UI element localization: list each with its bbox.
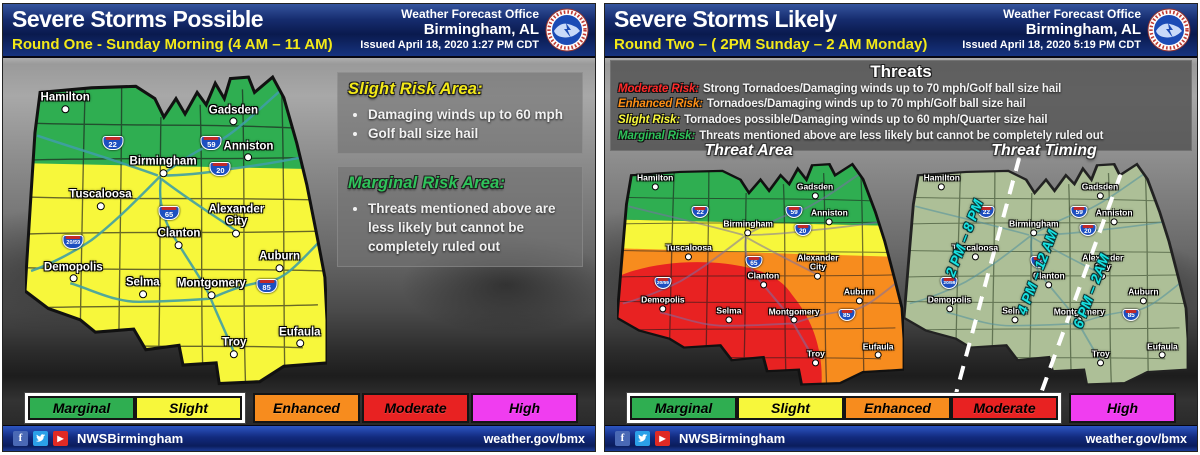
threat-area-map: Hamilton Gadsden Anniston Birmingham Tuscalo… xyxy=(617,162,904,392)
risk-category-legend: Marginal Slight Enhanced Moderate High xyxy=(627,393,1176,423)
panel-header: Severe Storms Possible Round One - Sunda… xyxy=(3,4,595,58)
interstate-shield-85: 85 xyxy=(1122,308,1140,321)
issued-timestamp: Issued April 18, 2020 5:19 PM CDT xyxy=(962,38,1141,51)
slight-risk-box: Slight Risk Area: Damaging winds up to 6… xyxy=(337,72,583,154)
panel-round-one: Severe Storms Possible Round One - Sunda… xyxy=(2,3,596,452)
risk-label: Moderate Risk: xyxy=(618,82,700,95)
interstate-shield-20: 20 xyxy=(209,162,231,177)
legend-swatch-slight: Slight xyxy=(135,396,242,420)
panel-footer: f ▶ NWSBirmingham weather.gov/bmx xyxy=(3,425,595,451)
facebook-icon: f xyxy=(13,431,28,446)
twitter-icon xyxy=(33,431,48,446)
risk-description: Tornadoes/Damaging winds up to 70 mph/Go… xyxy=(706,98,1026,111)
legend-active-group: Marginal Slight xyxy=(25,393,245,423)
panel-header: Severe Storms Likely Round Two – ( 2PM S… xyxy=(605,4,1197,58)
marginal-risk-title: Marginal Risk Area: xyxy=(348,174,506,192)
threat-row-moderate: Moderate Risk: Strong Tornadoes/Damaging … xyxy=(618,82,1184,98)
risk-description: Tornadoes possible/Damaging winds up to … xyxy=(684,114,1048,127)
threat-row-enhanced: Enhanced Risk: Tornadoes/Damaging winds u… xyxy=(618,97,1184,113)
interstate-shield-20: 20 xyxy=(1079,224,1097,237)
round-subtitle: Round One - Sunday Morning (4 AM – 11 AM… xyxy=(12,36,333,53)
risk-map-round-one: Hamilton Gadsden Anniston Birmingham Tuscalo… xyxy=(25,74,327,394)
interstate-shield-20-59: 20/59 xyxy=(940,276,958,289)
office-city: Birmingham, AL xyxy=(1025,21,1141,39)
legend-swatch-slight: Slight xyxy=(737,396,844,420)
interstate-shield-22: 22 xyxy=(691,205,709,218)
twitter-icon xyxy=(635,431,650,446)
page-title: Severe Storms Possible xyxy=(12,6,264,32)
youtube-icon: ▶ xyxy=(655,431,670,446)
office-city: Birmingham, AL xyxy=(423,21,539,39)
interstate-shield-59: 59 xyxy=(785,205,803,218)
threat-row-marginal: Marginal Risk: Threats mentioned above ar… xyxy=(618,129,1184,145)
office-name: Weather Forecast Office xyxy=(1003,7,1141,21)
interstate-shield-85: 85 xyxy=(256,279,278,294)
legend-swatch-marginal: Marginal xyxy=(630,396,737,420)
interstate-shield-22: 22 xyxy=(102,136,124,151)
nws-logo-icon xyxy=(1147,8,1191,52)
interstate-shield-59: 59 xyxy=(200,136,222,151)
risk-description: Threats mentioned above are less likely … xyxy=(699,130,1104,143)
legend-swatch-moderate: Moderate xyxy=(362,393,469,423)
threat-timing-title: Threat Timing xyxy=(991,142,1097,159)
interstate-shield-20-59: 20/59 xyxy=(62,235,84,250)
interstate-shield-85: 85 xyxy=(838,308,856,321)
threats-title: Threats xyxy=(870,62,932,81)
panel-body: Threats Moderate Risk: Strong Tornadoes/D… xyxy=(605,56,1197,425)
legend-swatch-enhanced: Enhanced xyxy=(844,396,951,420)
risk-label: Marginal Risk: xyxy=(618,130,696,143)
risk-label: Enhanced Risk: xyxy=(618,98,703,111)
interstate-shield-59: 59 xyxy=(1070,205,1088,218)
interstate-shield-22: 22 xyxy=(977,205,995,218)
legend-swatch-marginal: Marginal xyxy=(28,396,135,420)
bullet-item: Damaging winds up to 60 mph xyxy=(368,106,572,125)
bullet-item: Golf ball size hail xyxy=(368,125,572,144)
office-block: Weather Forecast Office Birmingham, AL I… xyxy=(962,7,1141,52)
bullet-item: Threats mentioned above are less likely … xyxy=(368,200,572,257)
legend-swatch-high: High xyxy=(1069,393,1176,423)
office-block: Weather Forecast Office Birmingham, AL I… xyxy=(360,7,539,52)
slight-risk-title: Slight Risk Area: xyxy=(348,80,483,98)
issued-timestamp: Issued April 18, 2020 1:27 PM CDT xyxy=(360,38,539,51)
legend-swatch-enhanced: Enhanced xyxy=(253,393,360,423)
youtube-icon: ▶ xyxy=(53,431,68,446)
website-url: weather.gov/bmx xyxy=(1085,431,1187,446)
website-url: weather.gov/bmx xyxy=(483,431,585,446)
legend-active-group: Marginal Slight Enhanced Moderate xyxy=(627,393,1061,423)
page-title: Severe Storms Likely xyxy=(614,6,837,32)
threat-row-slight: Slight Risk: Tornadoes possible/Damaging … xyxy=(618,113,1184,129)
interstate-shield-65: 65 xyxy=(158,206,180,221)
interstate-shield-20-59: 20/59 xyxy=(654,276,672,289)
interstate-shield-65: 65 xyxy=(745,256,763,269)
nws-logo-icon xyxy=(545,8,589,52)
panel-round-two: Severe Storms Likely Round Two – ( 2PM S… xyxy=(604,3,1198,452)
risk-description: Strong Tornadoes/Damaging winds up to 70… xyxy=(703,82,1062,95)
social-handle: NWSBirmingham xyxy=(679,431,786,446)
threats-summary-box: Threats Moderate Risk: Strong Tornadoes/D… xyxy=(610,60,1192,151)
panel-footer: f ▶ NWSBirmingham weather.gov/bmx xyxy=(605,425,1197,451)
legend-swatch-moderate: Moderate xyxy=(951,396,1058,420)
slight-risk-bullets: Damaging winds up to 60 mph Golf ball si… xyxy=(352,106,572,144)
interstate-shield-20: 20 xyxy=(794,224,812,237)
risk-label: Slight Risk: xyxy=(618,114,681,127)
legend-swatch-high: High xyxy=(471,393,578,423)
threat-area-title: Threat Area xyxy=(704,142,793,159)
marginal-risk-box: Marginal Risk Area: Threats mentioned ab… xyxy=(337,166,583,267)
round-subtitle: Round Two – ( 2PM Sunday – 2 AM Monday) xyxy=(614,36,928,53)
threat-timing-map: 2 PM – 8 PM 4 PM – 12 AM 6 PM – 2AM Hami… xyxy=(904,156,1188,407)
risk-category-legend: Marginal Slight Enhanced Moderate High xyxy=(25,393,578,423)
facebook-icon: f xyxy=(615,431,630,446)
social-handle: NWSBirmingham xyxy=(77,431,184,446)
office-name: Weather Forecast Office xyxy=(401,7,539,21)
panel-body: Hamilton Gadsden Anniston Birmingham Tuscalo… xyxy=(3,56,595,425)
interstate-shield-65: 65 xyxy=(1030,256,1048,269)
marginal-risk-bullets: Threats mentioned above are less likely … xyxy=(352,200,572,257)
